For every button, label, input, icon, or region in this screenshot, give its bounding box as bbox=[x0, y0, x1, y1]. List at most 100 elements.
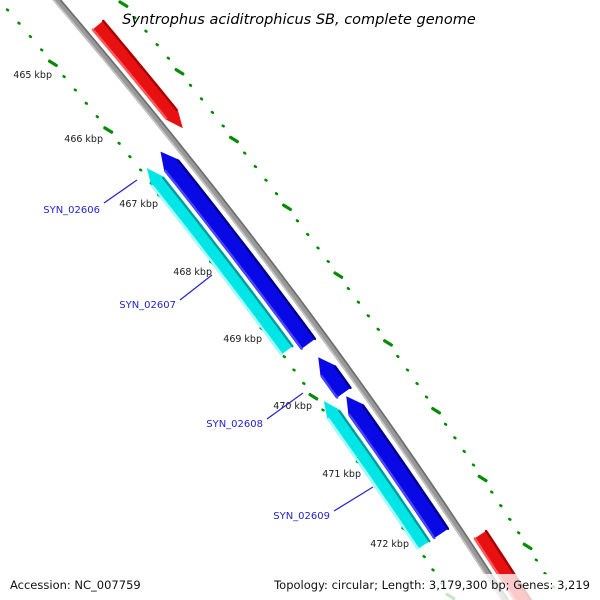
ruler-tick-left-minor bbox=[292, 368, 296, 372]
gene-arrow-syn-02608-highlight-edge bbox=[320, 375, 339, 399]
ruler-tick-right-minor bbox=[405, 368, 410, 372]
gene-label-leader-syn_02607 bbox=[179, 274, 213, 301]
ruler-tick-right-minor bbox=[462, 449, 466, 454]
ruler-tick-left-minor bbox=[422, 554, 426, 559]
gene-arrow-syn-02606-body[interactable] bbox=[160, 151, 317, 350]
ruler-tick-left-minor bbox=[28, 34, 33, 39]
ruler-labels: 465 kbp 466 kbp 467 kbp 468 kbp 469 kbp 470 k… bbox=[13, 70, 409, 550]
ruler-tick-right-minor bbox=[356, 300, 361, 304]
gene-arrow-syn-02606[interactable] bbox=[160, 151, 317, 350]
ruler-tick-left-minor bbox=[128, 155, 132, 159]
gene-arrow-syn-02607-shadow-edge bbox=[162, 176, 294, 348]
ruler-tick-right-minor bbox=[443, 422, 448, 426]
gene-arrow-syn-02607-highlight-edge bbox=[151, 185, 283, 356]
ruler-label: 465 kbp bbox=[13, 70, 52, 81]
ruler-tick-right-minor bbox=[424, 395, 429, 399]
gene-arrows bbox=[91, 19, 533, 600]
ruler-tick-right-major bbox=[118, 0, 129, 8]
ruler-tick-right-minor bbox=[144, 29, 148, 33]
ruler-tick-right-major bbox=[477, 474, 488, 483]
ruler-tick-left-minor bbox=[5, 8, 10, 12]
ruler-tick-right-minor bbox=[199, 97, 204, 101]
ruler-tick-right-minor bbox=[366, 314, 371, 318]
gene-label-leader-syn_02608 bbox=[266, 392, 304, 420]
ruler-label: 469 kbp bbox=[223, 334, 262, 345]
ruler-tick-left-minor bbox=[117, 141, 121, 145]
ruler-tick-left-minor bbox=[73, 88, 78, 92]
gene-label-syn_02606[interactable]: SYN_02606 bbox=[43, 205, 100, 216]
ruler-tick-right-major bbox=[174, 67, 185, 76]
gene-arrow-syn-02609[interactable] bbox=[323, 401, 431, 550]
gene-arrow-syn-02608[interactable] bbox=[318, 357, 352, 399]
ruler-tick-right-major bbox=[281, 203, 293, 212]
ruler-tick-left-minor bbox=[321, 408, 325, 412]
ruler-tick-left-minor bbox=[138, 168, 143, 172]
gene-arrow-syn-02608-body[interactable] bbox=[318, 357, 352, 399]
ruler-label: 468 kbp bbox=[173, 267, 212, 278]
ruler-tick-left-minor bbox=[84, 101, 89, 105]
ruler-tick-right-minor bbox=[396, 354, 400, 359]
gene-arrow-red-top-shadow-edge bbox=[102, 19, 178, 112]
gene-arrow-syn-02609-body[interactable] bbox=[323, 401, 431, 550]
ruler-tick-right-minor bbox=[305, 232, 310, 237]
gene-arrow-syn-02606-shadow-edge bbox=[177, 159, 317, 341]
ruler-tick-left-major bbox=[103, 126, 114, 134]
ruler-tick-left-major bbox=[47, 59, 58, 68]
ruler-tick-right-minor bbox=[376, 327, 380, 331]
gene-labels: SYN_02606 SYN_02607 SYN_02608 SYN_02609 bbox=[43, 179, 374, 522]
gene-arrow-blue-lower-highlight-edge bbox=[348, 413, 436, 540]
ruler-label: 466 kbp bbox=[64, 134, 103, 145]
gene-arrow-syn-02609-shadow-edge bbox=[338, 409, 431, 543]
ruler-tick-right-minor bbox=[132, 15, 137, 20]
gene-arrow-syn-02606-highlight-edge bbox=[164, 169, 303, 350]
ruler-tick-right-minor bbox=[253, 164, 258, 169]
accession-text: Accession: NC_007759 bbox=[10, 578, 141, 592]
ruler-tick-right-minor bbox=[155, 43, 159, 47]
gene-arrow-syn-02607-body[interactable] bbox=[146, 168, 294, 356]
ruler-tick-right-minor bbox=[295, 219, 300, 223]
ruler-tick-right-minor bbox=[274, 192, 279, 196]
genome-backbone bbox=[52, 0, 510, 600]
ruler-tick-right-minor bbox=[221, 124, 225, 128]
ruler-tick-right-minor bbox=[415, 381, 419, 386]
backbone-highlight-edge bbox=[52, 0, 503, 600]
gene-arrow-blue-lower-body[interactable] bbox=[346, 396, 450, 539]
gene-arrow-red-top-highlight-edge bbox=[91, 28, 168, 120]
ruler-tick-left-major bbox=[308, 392, 319, 401]
gene-arrow-syn-02608-shadow-edge bbox=[333, 365, 352, 390]
gene-label-syn_02607[interactable]: SYN_02607 bbox=[119, 300, 176, 311]
gene-label-syn_02608[interactable]: SYN_02608 bbox=[206, 419, 263, 430]
ruler-label: 472 kbp bbox=[370, 539, 409, 550]
ruler-tick-right-major bbox=[333, 271, 344, 279]
gene-arrow-red-top[interactable] bbox=[91, 19, 183, 129]
ruler-tick-right-minor bbox=[188, 83, 193, 87]
gene-arrow-blue-lower-shadow-edge bbox=[361, 404, 450, 530]
gene-arrow-red-top-body[interactable] bbox=[91, 20, 183, 129]
ruler-tick-left-minor bbox=[95, 115, 100, 119]
ruler-tick-right-minor bbox=[499, 504, 503, 508]
gene-label-syn_02609[interactable]: SYN_02609 bbox=[273, 511, 330, 522]
ruler-tick-right-major bbox=[382, 339, 394, 347]
ruler-label: 467 kbp bbox=[119, 199, 158, 210]
ruler-tick-left-minor bbox=[17, 21, 21, 25]
gene-arrow-syn-02607[interactable] bbox=[146, 168, 294, 356]
status-bar: Accession: NC_007759 Topology: circular;… bbox=[0, 574, 600, 600]
ruler-tick-left-minor bbox=[39, 48, 44, 52]
ruler-tick-right-major bbox=[522, 542, 533, 551]
backbone-shadow-edge bbox=[59, 0, 510, 600]
map-title: Syntrophus aciditrophicus SB, complete g… bbox=[122, 12, 476, 28]
ruler-tick-right-major bbox=[228, 135, 240, 144]
ruler-tick-right-major bbox=[431, 406, 442, 415]
ruler-tick-right-minor bbox=[346, 286, 351, 291]
ruler-tick-left-minor bbox=[302, 381, 306, 386]
ruler-tick-left-minor bbox=[282, 355, 287, 359]
gene-label-leader-syn_02609 bbox=[333, 486, 374, 512]
ruler-tick-left-minor bbox=[62, 74, 66, 79]
ruler-tick-right-minor bbox=[534, 558, 539, 562]
ruler-tick-right-minor bbox=[264, 178, 268, 182]
gene-arrow-blue-lower[interactable] bbox=[346, 396, 450, 540]
ruler-tick-right-minor bbox=[508, 517, 512, 521]
ruler-tick-right-minor bbox=[516, 531, 521, 535]
ruler-tick-right-minor bbox=[242, 151, 247, 155]
